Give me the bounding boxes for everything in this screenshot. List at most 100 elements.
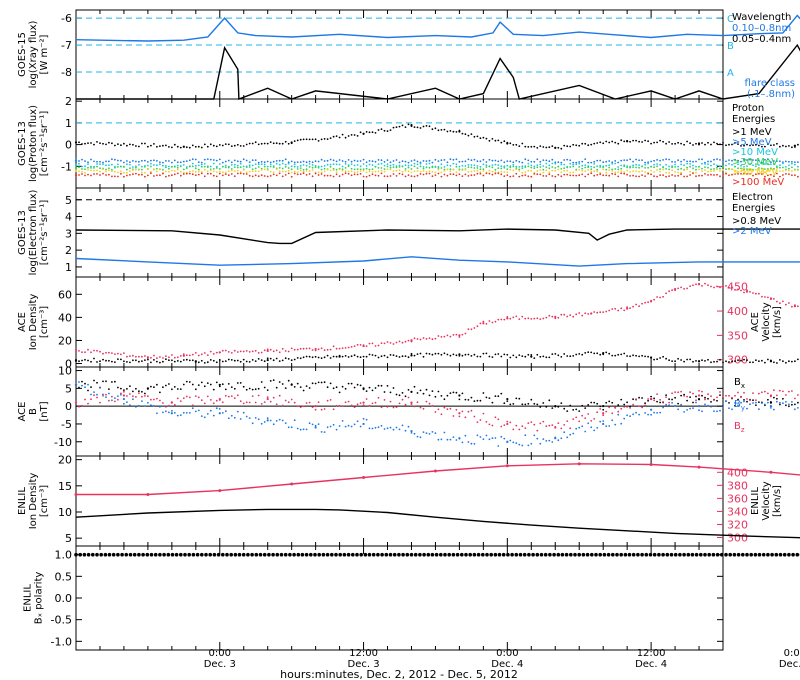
data-point bbox=[156, 397, 158, 400]
data-point bbox=[230, 395, 233, 397]
data-point bbox=[246, 552, 250, 557]
legend-entry: Wavelength bbox=[732, 12, 791, 23]
data-point bbox=[518, 354, 521, 356]
data-point bbox=[229, 552, 233, 557]
data-point bbox=[338, 168, 341, 171]
data-point bbox=[284, 170, 287, 173]
data-point bbox=[132, 552, 137, 557]
data-point bbox=[539, 163, 542, 166]
data-point bbox=[422, 552, 426, 557]
data-point bbox=[779, 401, 781, 404]
data-point bbox=[203, 362, 206, 364]
data-point bbox=[251, 142, 254, 145]
data-point bbox=[99, 160, 101, 163]
data-point bbox=[350, 160, 353, 163]
data-point bbox=[671, 398, 673, 401]
data-point bbox=[476, 552, 481, 557]
data-point bbox=[179, 414, 182, 416]
data-point bbox=[527, 402, 530, 405]
data-point bbox=[698, 409, 700, 412]
data-point bbox=[266, 396, 269, 399]
data-point bbox=[128, 552, 133, 557]
data-point bbox=[173, 356, 176, 359]
data-point bbox=[638, 166, 640, 169]
data-point bbox=[533, 402, 536, 405]
data-point bbox=[374, 401, 377, 404]
data-point bbox=[788, 360, 790, 363]
data-point bbox=[581, 552, 586, 557]
data-point bbox=[93, 394, 95, 397]
legend-entry: Bx bbox=[734, 377, 745, 390]
data-point bbox=[284, 399, 287, 402]
data-point bbox=[96, 160, 98, 163]
data-point bbox=[776, 165, 778, 168]
data-point bbox=[506, 160, 509, 163]
data-point bbox=[185, 172, 188, 175]
data-point bbox=[692, 284, 694, 287]
data-point bbox=[126, 144, 128, 147]
data-point bbox=[308, 166, 311, 168]
data-point bbox=[599, 311, 602, 314]
data-point bbox=[467, 163, 470, 166]
data-point bbox=[494, 437, 497, 439]
data-point bbox=[386, 175, 389, 178]
data-point bbox=[305, 161, 308, 164]
data-point bbox=[503, 424, 506, 426]
data-point bbox=[458, 160, 461, 163]
data-point bbox=[335, 347, 338, 350]
data-point bbox=[542, 420, 545, 423]
data-point bbox=[602, 174, 605, 177]
data-point bbox=[401, 341, 404, 344]
data-point bbox=[605, 425, 608, 428]
data-point bbox=[533, 145, 536, 148]
data-point bbox=[671, 160, 673, 163]
data-point bbox=[719, 165, 721, 168]
data-point bbox=[527, 175, 530, 178]
data-point bbox=[371, 552, 376, 557]
data-point bbox=[661, 552, 665, 557]
data-point bbox=[740, 167, 742, 170]
data-point bbox=[254, 167, 257, 170]
data-point bbox=[524, 166, 527, 169]
data-point bbox=[230, 352, 233, 354]
data-point bbox=[455, 158, 458, 161]
data-point bbox=[512, 354, 515, 357]
data-point bbox=[617, 175, 620, 178]
data-point bbox=[371, 168, 374, 171]
data-point bbox=[124, 552, 129, 557]
data-point bbox=[635, 398, 637, 401]
data-point bbox=[773, 168, 775, 171]
data-point bbox=[594, 552, 598, 557]
data-point bbox=[332, 135, 335, 138]
data-point bbox=[416, 163, 419, 166]
data-point bbox=[75, 401, 77, 404]
data-point bbox=[260, 422, 263, 425]
data-point bbox=[296, 171, 299, 174]
data-point bbox=[752, 159, 754, 161]
data-point bbox=[569, 433, 572, 436]
data-point bbox=[203, 175, 206, 178]
data-point bbox=[560, 437, 563, 440]
data-point bbox=[266, 358, 269, 362]
data-point bbox=[668, 141, 670, 143]
data-point bbox=[467, 158, 470, 161]
data-point bbox=[512, 403, 515, 405]
data-point bbox=[452, 353, 455, 356]
data-point bbox=[500, 355, 503, 358]
data-point bbox=[428, 170, 431, 173]
data-point bbox=[377, 426, 380, 429]
data-point bbox=[239, 172, 242, 175]
data-point bbox=[191, 162, 194, 165]
data-point bbox=[614, 307, 617, 310]
data-point bbox=[719, 409, 721, 412]
data-point bbox=[632, 403, 634, 406]
data-point bbox=[785, 404, 787, 407]
data-point bbox=[485, 352, 488, 355]
data-point bbox=[620, 167, 623, 170]
data-point bbox=[153, 552, 158, 557]
data-point bbox=[287, 167, 290, 169]
data-point bbox=[218, 359, 221, 361]
data-point bbox=[779, 302, 781, 305]
data-point bbox=[697, 394, 701, 397]
data-point bbox=[401, 424, 404, 427]
